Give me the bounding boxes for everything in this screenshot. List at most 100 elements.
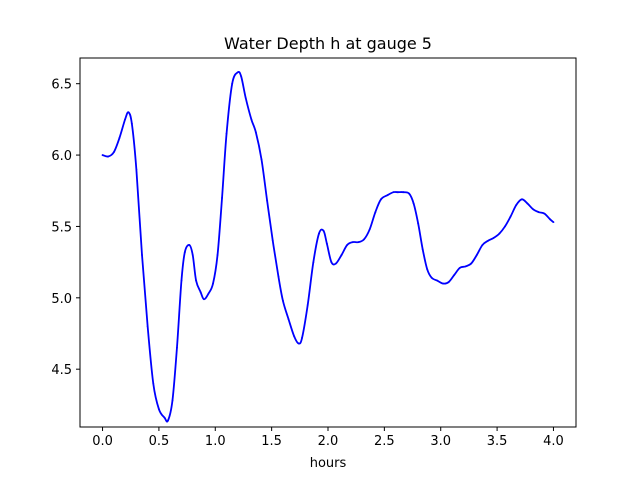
water-depth-data-point <box>426 268 429 271</box>
water-depth-data-point <box>504 225 506 228</box>
water-depth-data-point <box>412 202 415 205</box>
water-depth-data-point <box>453 274 456 276</box>
water-depth-data-point <box>254 131 257 134</box>
x-tick-label: 0.5 <box>149 434 170 449</box>
water-depth-data-point <box>152 382 155 385</box>
water-depth-data-point <box>374 211 377 214</box>
x-axis-label: hours <box>310 456 347 471</box>
water-depth-data-point <box>325 242 328 245</box>
water-depth-data-point <box>475 254 478 256</box>
plot-area <box>101 70 555 423</box>
water-depth-data-point <box>301 336 303 339</box>
water-depth-data-point <box>141 254 143 256</box>
water-depth-data-point <box>368 228 371 231</box>
water-depth-data-point <box>402 191 405 194</box>
water-depth-data-point <box>171 399 174 402</box>
water-depth-data-point <box>318 232 320 235</box>
water-depth-data-point <box>392 191 395 194</box>
water-depth-data-point <box>231 82 234 85</box>
water-depth-data-point <box>520 198 523 201</box>
water-depth-data-point <box>124 118 126 121</box>
y-tick-label: 5.0 <box>51 292 72 307</box>
x-tick-label: 2.0 <box>318 434 339 449</box>
water-depth-data-point <box>330 261 333 264</box>
water-depth-data-point <box>464 265 467 268</box>
y-tick-label: 5.5 <box>51 220 72 235</box>
water-depth-data-point <box>207 292 210 295</box>
water-depth-data-point <box>287 318 290 321</box>
water-depth-data-point <box>322 229 325 232</box>
water-depth-data-point <box>481 244 484 246</box>
water-depth-data-point <box>442 282 444 285</box>
water-depth-data-point <box>498 232 501 235</box>
water-depth-data-point <box>532 208 535 211</box>
water-depth-data-point <box>447 281 450 284</box>
water-depth-data-point <box>537 211 540 214</box>
water-depth-data-point <box>163 416 166 419</box>
water-depth-data-point <box>340 254 343 256</box>
water-depth-data-point <box>436 279 439 282</box>
water-depth-data-point <box>552 221 555 224</box>
y-tick-label: 4.5 <box>51 363 72 378</box>
water-depth-data-point <box>396 191 399 194</box>
water-depth-data-point <box>386 194 389 196</box>
x-axis-ticks: 0.0 0.5 1.0 1.5 2.0 2.5 3.0 3.5 4.0 <box>92 427 564 449</box>
water-depth-data-point <box>334 262 337 265</box>
water-depth-data-point <box>240 75 243 78</box>
water-depth-data-point <box>549 218 551 221</box>
axes-frame <box>79 57 577 428</box>
y-axis-ticks: 4.5 5.0 5.5 6.0 6.5 <box>51 78 80 378</box>
y-tick-label: 6.5 <box>51 78 72 93</box>
y-tick-label: 6.0 <box>51 149 72 164</box>
water-depth-data-point <box>130 122 133 125</box>
water-depth-data-point <box>250 118 253 121</box>
water-depth-data-point <box>430 276 433 279</box>
water-depth-data-point <box>266 199 269 202</box>
water-depth-data-point <box>212 282 214 285</box>
water-depth-data-point <box>357 241 360 244</box>
x-tick-label: 4.0 <box>543 434 564 449</box>
water-depth-data-point <box>297 342 300 345</box>
water-depth-data-point <box>146 325 149 328</box>
water-depth-data-point <box>127 111 130 114</box>
water-depth-data-point <box>236 71 239 74</box>
x-tick-label: 0.0 <box>92 434 113 449</box>
water-depth-data-point <box>351 241 354 244</box>
water-depth-data-point <box>167 419 169 422</box>
water-depth-data-point <box>183 251 186 254</box>
water-depth-data-point <box>195 279 198 282</box>
water-depth-data-point <box>221 196 223 199</box>
x-tick-label: 1.0 <box>205 434 226 449</box>
water-depth-data-point <box>271 239 274 242</box>
water-depth-data-point <box>380 198 382 201</box>
water-depth-data-point <box>158 408 160 411</box>
water-depth-data-point <box>118 137 121 139</box>
water-depth-data-point <box>101 154 104 156</box>
water-depth-data-point <box>458 266 461 269</box>
water-depth-data-point <box>112 151 115 154</box>
x-tick-label: 3.0 <box>430 434 451 449</box>
water-depth-data-point <box>515 204 518 206</box>
water-depth-data-point <box>203 298 205 301</box>
water-depth-data-point <box>199 291 202 293</box>
water-depth-data-point <box>191 254 194 256</box>
water-depth-data-point <box>509 215 512 218</box>
water-depth-data-point <box>492 236 495 239</box>
water-depth-data-point <box>225 132 228 135</box>
water-depth-data-point <box>107 155 110 158</box>
water-depth-data-point <box>417 222 420 225</box>
x-tick-label: 2.5 <box>374 434 395 449</box>
water-depth-data-point <box>408 192 411 195</box>
x-tick-label: 3.5 <box>487 434 508 449</box>
water-depth-data-point <box>363 238 365 241</box>
water-depth-data-point <box>188 244 191 246</box>
water-depth-data-point <box>244 97 247 99</box>
water-depth-data-point <box>277 275 280 278</box>
water-depth-data-point <box>346 244 349 246</box>
water-depth-data-point <box>180 279 183 282</box>
chart-title: Water Depth h at gauge 5 <box>224 34 432 53</box>
x-tick-label: 1.5 <box>261 434 282 449</box>
water-depth-data-point <box>216 254 219 256</box>
water-depth-data-point <box>293 335 296 338</box>
